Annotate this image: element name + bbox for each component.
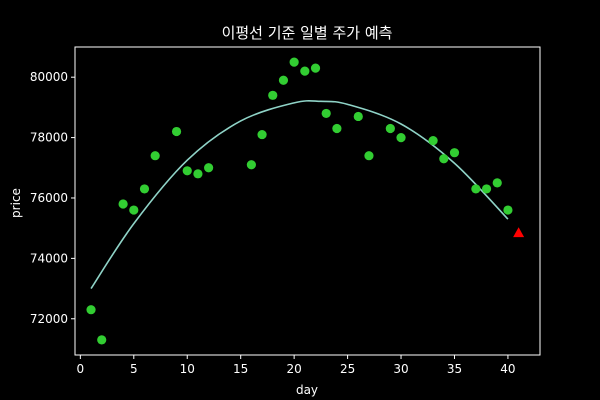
- fit-line: [90, 99, 509, 290]
- y-axis: 72000 74000 76000 78000 80000: [30, 70, 75, 326]
- data-point: [129, 205, 139, 215]
- data-point: [449, 148, 460, 158]
- plot-area: [74, 46, 541, 356]
- data-point: [139, 184, 150, 194]
- data-point: [86, 305, 96, 315]
- y-axis-label: price: [9, 188, 23, 218]
- y-tick-label: 72000: [30, 312, 68, 326]
- data-point: [439, 154, 449, 164]
- plot-frame: [74, 46, 541, 356]
- data-point: [289, 57, 299, 67]
- data-point: [268, 90, 278, 100]
- data-point: [396, 132, 406, 143]
- data-point: [300, 66, 310, 76]
- data-point: [385, 123, 395, 134]
- data-point: [118, 199, 128, 209]
- y-tick-label: 74000: [30, 251, 68, 265]
- data-point: [97, 335, 107, 345]
- y-tick-label: 76000: [30, 191, 68, 205]
- data-point: [471, 184, 481, 194]
- chart-title: 이평선 기준 일별 주가 예측: [222, 24, 393, 42]
- prediction-point: [513, 227, 525, 238]
- data-point: [428, 136, 438, 146]
- data-point: [204, 163, 214, 173]
- data-point: [481, 184, 492, 194]
- x-tick-label: 5: [130, 362, 138, 376]
- data-point: [321, 108, 331, 119]
- data-point: [193, 169, 203, 179]
- data-point: [150, 151, 160, 161]
- y-tick-label: 78000: [30, 131, 68, 145]
- y-tick-label: 80000: [30, 70, 68, 84]
- x-axis: 0 5 10 15 20 25 30 35 40: [77, 355, 516, 376]
- data-point: [278, 75, 289, 85]
- x-tick-label: 20: [286, 362, 301, 376]
- data-point: [332, 123, 342, 134]
- x-axis-label: day: [296, 383, 318, 397]
- x-tick-label: 25: [340, 362, 355, 376]
- data-point: [310, 63, 321, 73]
- x-tick-label: 15: [233, 362, 248, 376]
- x-tick-label: 40: [500, 362, 515, 376]
- x-tick-label: 30: [393, 362, 408, 376]
- x-tick-label: 10: [180, 362, 195, 376]
- data-point: [257, 129, 267, 140]
- data-point: [171, 126, 182, 137]
- x-tick-label: 35: [447, 362, 462, 376]
- data-point: [182, 166, 192, 176]
- data-point: [492, 178, 502, 188]
- data-point: [353, 111, 363, 122]
- data-point: [364, 151, 374, 161]
- x-tick-label: 0: [77, 362, 85, 376]
- data-point: [246, 160, 256, 170]
- data-point: [503, 205, 513, 215]
